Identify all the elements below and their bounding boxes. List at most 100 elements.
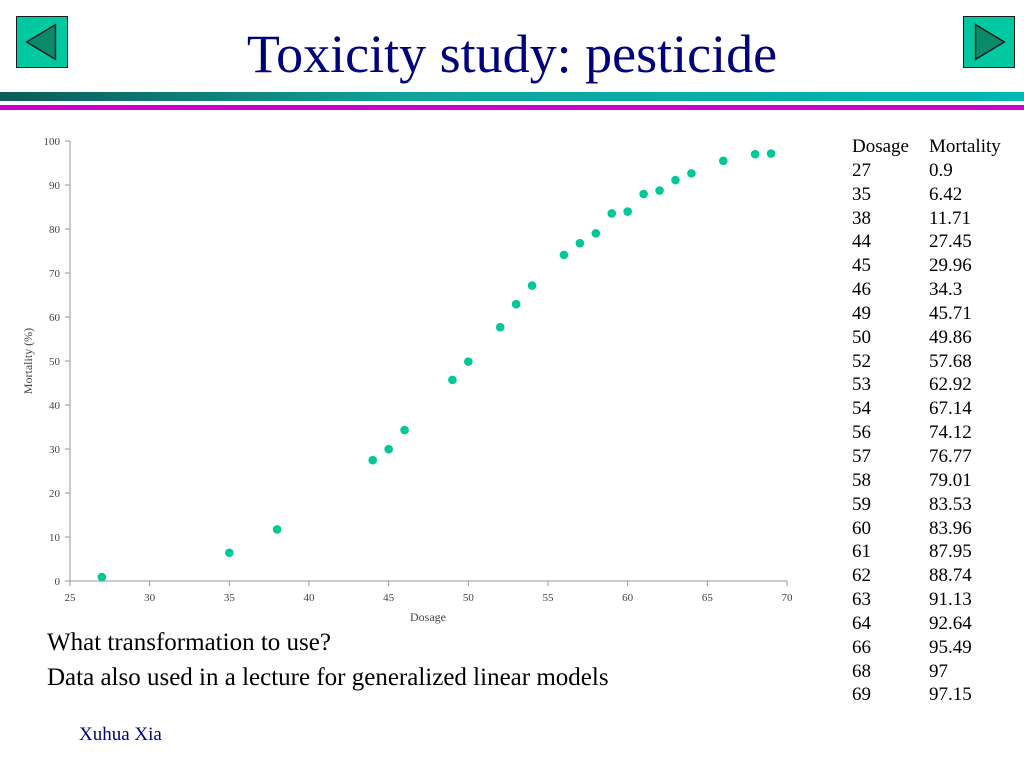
table-cell-mortality: 45.71 — [929, 302, 972, 324]
table-cell-dosage: 45 — [852, 255, 871, 277]
table-cell-mortality: 0.9 — [929, 159, 953, 181]
data-point — [368, 455, 378, 465]
data-point — [511, 299, 521, 309]
chart-ticks: 0 10 20 30 40 50 60 70 80 90 100 25 30 35 40 45 50 55 60 65… — [44, 136, 794, 604]
table-row: 50 49.86 — [852, 326, 1009, 350]
data-point — [623, 207, 632, 216]
slide-title: Toxicity study: pesticide — [246, 24, 778, 84]
table-cell-dosage: 58 — [852, 469, 871, 491]
table-row: 46 34.3 — [852, 278, 1009, 302]
table-row: 62 88.74 — [852, 564, 1009, 588]
data-point — [718, 156, 728, 166]
table-cell-mortality: 91.13 — [929, 589, 972, 611]
table-cell-mortality: 49.86 — [929, 326, 972, 348]
table-cell-mortality: 74.12 — [929, 422, 972, 444]
data-point — [97, 572, 107, 582]
table-cell-dosage: 44 — [852, 231, 871, 253]
table-header-dosage: Dosage — [852, 136, 909, 157]
data-point — [495, 322, 505, 332]
table-cell-mortality: 76.77 — [929, 445, 972, 467]
y-tick-label: 100 — [44, 136, 61, 148]
y-tick-label: 50 — [49, 356, 61, 368]
x-tick-label: 70 — [782, 592, 794, 604]
table-row: 61 87.95 — [852, 540, 1009, 564]
data-table: Dosage Mortality 27 0.9 35 6.42 38 11.71 44 27.45… — [852, 135, 1009, 707]
x-tick-label: 65 — [702, 592, 714, 604]
x-tick-label: 60 — [622, 592, 634, 604]
table-cell-mortality: 97.15 — [929, 684, 972, 706]
table-cell-mortality: 11.71 — [929, 207, 972, 229]
author-name: Xuhua Xia — [79, 724, 162, 745]
table-cell-mortality: 34.3 — [929, 279, 963, 301]
x-axis-label: Dosage — [410, 610, 446, 624]
table-row: 59 83.53 — [852, 493, 1009, 517]
data-point — [591, 229, 601, 238]
x-tick-label: 35 — [224, 592, 236, 604]
data-point — [527, 281, 537, 290]
data-point — [559, 250, 569, 260]
header-band-magenta — [0, 105, 1024, 110]
table-cell-dosage: 49 — [852, 302, 871, 324]
table-cell-mortality: 67.14 — [929, 398, 972, 420]
triangle-right-icon — [974, 23, 1006, 61]
table-cell-dosage: 46 — [852, 279, 871, 301]
x-tick-label: 30 — [144, 592, 156, 604]
table-cell-mortality: 83.53 — [929, 493, 972, 515]
y-tick-label: 90 — [49, 180, 61, 192]
table-cell-mortality: 97 — [929, 660, 948, 682]
table-cell-mortality: 79.01 — [929, 469, 972, 491]
table-row: 44 27.45 — [852, 230, 1009, 254]
table-cell-dosage: 59 — [852, 493, 871, 515]
data-point — [272, 525, 282, 534]
table-cell-dosage: 62 — [852, 565, 871, 587]
table-cell-dosage: 52 — [852, 350, 871, 372]
data-point — [448, 375, 457, 385]
table-header-row: Dosage Mortality — [852, 135, 1009, 159]
table-row: 54 67.14 — [852, 397, 1009, 421]
table-cell-dosage: 27 — [852, 159, 871, 181]
table-row: 57 76.77 — [852, 445, 1009, 469]
table-cell-mortality: 62.92 — [929, 374, 972, 396]
x-tick-label: 25 — [65, 592, 77, 604]
table-row: 68 97 — [852, 660, 1009, 684]
table-row: 66 95.49 — [852, 636, 1009, 660]
y-axis-label: Mortality (%) — [21, 328, 35, 394]
y-tick-label: 60 — [49, 312, 61, 324]
x-tick-label: 50 — [463, 592, 475, 604]
table-cell-dosage: 64 — [852, 612, 871, 634]
y-tick-label: 30 — [49, 444, 61, 456]
table-row: 38 11.71 — [852, 207, 1009, 231]
table-cell-dosage: 57 — [852, 445, 871, 467]
table-row: 53 62.92 — [852, 373, 1009, 397]
table-cell-dosage: 50 — [852, 326, 871, 348]
table-header-mortality: Mortality — [929, 136, 1001, 157]
table-cell-mortality: 57.68 — [929, 350, 972, 372]
table-cell-mortality: 92.64 — [929, 612, 972, 634]
table-cell-dosage: 38 — [852, 207, 871, 229]
table-row: 49 45.71 — [852, 302, 1009, 326]
table-row: 58 79.01 — [852, 469, 1009, 493]
x-tick-label: 55 — [543, 592, 555, 604]
table-row: 64 92.64 — [852, 612, 1009, 636]
previous-slide-button[interactable] — [16, 16, 68, 68]
table-cell-dosage: 66 — [852, 636, 871, 658]
table-cell-mortality: 95.49 — [929, 636, 972, 658]
next-slide-button[interactable] — [963, 16, 1015, 68]
data-point — [671, 175, 680, 185]
x-tick-label: 40 — [304, 592, 316, 604]
table-cell-dosage: 60 — [852, 517, 871, 539]
table-cell-dosage: 63 — [852, 589, 871, 611]
data-point — [607, 209, 617, 218]
data-point — [750, 149, 760, 159]
chart-axes — [69, 141, 787, 582]
header-band-teal — [0, 92, 1024, 101]
y-tick-label: 70 — [49, 268, 61, 280]
table-row: 27 0.9 — [852, 159, 1009, 183]
table-cell-dosage: 56 — [852, 422, 871, 444]
table-row: 69 97.15 — [852, 683, 1009, 707]
question-text: What transformation to use? — [47, 629, 331, 656]
table-row: 60 83.96 — [852, 517, 1009, 541]
table-row: 45 29.96 — [852, 254, 1009, 278]
table-cell-mortality: 88.74 — [929, 565, 972, 587]
table-cell-mortality: 27.45 — [929, 231, 972, 253]
